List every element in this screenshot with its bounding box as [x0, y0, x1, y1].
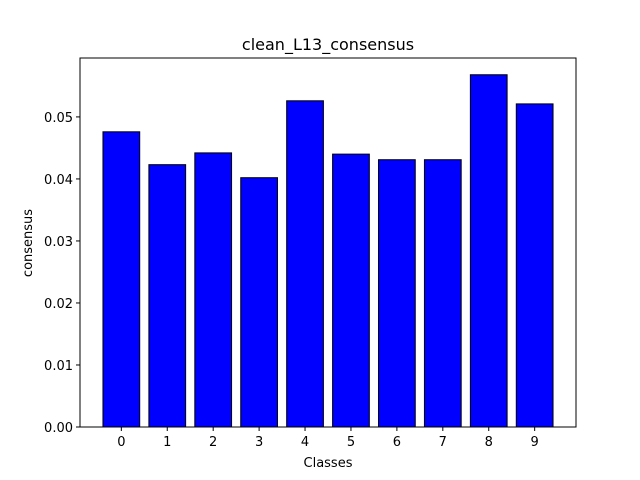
bar — [378, 159, 416, 428]
x-tick-label: 7 — [439, 435, 447, 450]
y-tick-label: 0.01 — [44, 359, 73, 374]
bar — [332, 153, 370, 428]
x-axis-label: Classes — [304, 456, 353, 471]
x-tick-label: 5 — [347, 435, 355, 450]
bar — [515, 103, 554, 428]
bar — [423, 159, 462, 428]
bar — [286, 100, 324, 428]
y-tick-label: 0.05 — [44, 111, 73, 126]
x-tick-label: 6 — [393, 435, 401, 450]
y-tick-label: 0.03 — [44, 235, 73, 250]
y-tick-label: 0.04 — [44, 173, 73, 188]
x-tick-label: 4 — [301, 435, 309, 450]
bar — [194, 152, 233, 428]
chart-title: clean_L13_consensus — [242, 35, 414, 55]
bar — [469, 74, 508, 428]
x-tick-label: 9 — [531, 435, 539, 450]
y-tick-label: 0.02 — [44, 297, 73, 312]
x-tick-label: 3 — [255, 435, 263, 450]
plot-frame — [79, 57, 577, 428]
x-tick-label: 0 — [117, 435, 125, 450]
y-axis-label: consensus — [21, 209, 36, 277]
y-tick-label: 0.00 — [44, 421, 73, 436]
x-tick-label: 8 — [485, 435, 493, 450]
x-tick-label: 1 — [163, 435, 171, 450]
bar — [240, 177, 278, 428]
bar — [102, 131, 141, 428]
bar — [148, 164, 187, 428]
x-tick-label: 2 — [209, 435, 217, 450]
